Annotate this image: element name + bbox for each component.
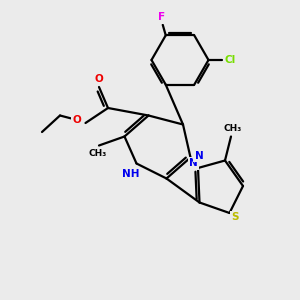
Text: F: F (158, 12, 165, 22)
Text: Cl: Cl (224, 55, 236, 65)
Text: N: N (189, 158, 198, 169)
Text: CH₃: CH₃ (224, 124, 242, 133)
Text: N: N (194, 151, 203, 161)
Text: O: O (73, 115, 82, 125)
Text: NH: NH (122, 169, 139, 179)
Text: O: O (94, 74, 103, 84)
Text: S: S (231, 212, 239, 223)
Text: CH₃: CH₃ (88, 149, 106, 158)
